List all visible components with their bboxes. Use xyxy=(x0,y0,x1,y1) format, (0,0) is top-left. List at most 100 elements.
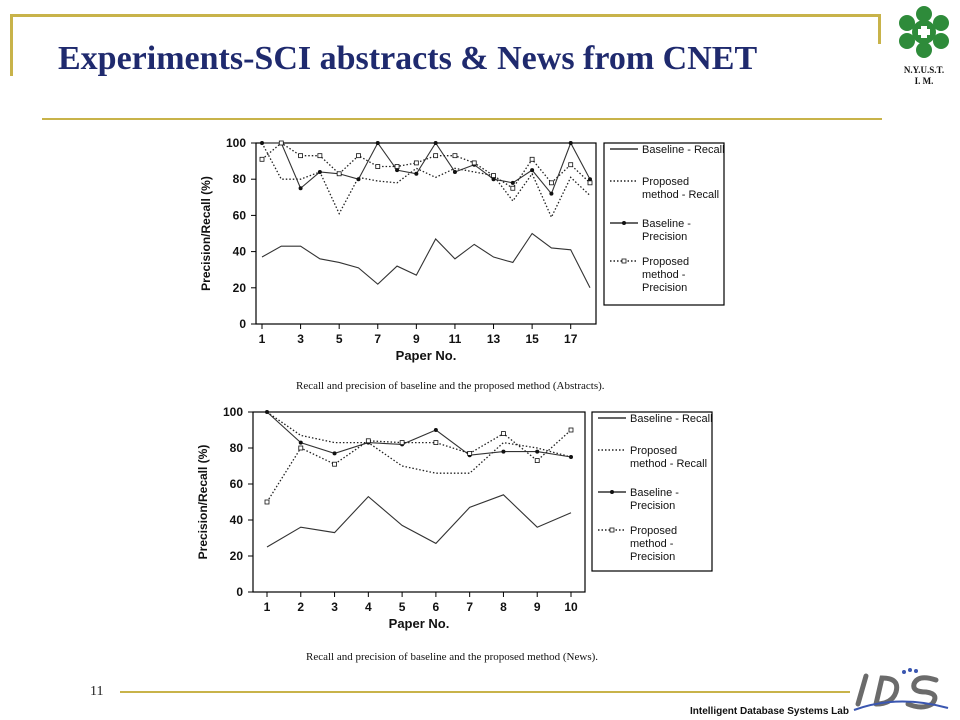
abstracts-series-4-point xyxy=(491,173,496,178)
abstracts-series-3-point xyxy=(260,141,264,145)
news-legend-entry-2: Proposed method - Recall xyxy=(630,445,707,470)
university-emblem-icon xyxy=(899,6,949,58)
page-number: 11 xyxy=(90,684,104,699)
news-y-tick-label: 60 xyxy=(230,477,244,491)
abstracts-legend-entry-2: Proposed method - Recall xyxy=(642,176,719,201)
abstracts-x-tick-label: 15 xyxy=(525,332,539,346)
abstracts-series-4-point xyxy=(356,153,361,159)
news-series-4-point xyxy=(433,440,439,446)
abstracts-plot-frame xyxy=(255,142,597,325)
news-x-axis-label: Paper No. xyxy=(389,616,450,631)
abstracts-series-4-point xyxy=(471,160,477,166)
news-x-tick-label: 10 xyxy=(564,600,578,614)
abstracts-x-tick-label: 17 xyxy=(564,332,578,346)
news-x-tick-label: 5 xyxy=(399,600,406,614)
news-legend-marker-4 xyxy=(609,527,615,533)
news-series-2-line xyxy=(266,411,572,474)
ids-lab-logo-icon xyxy=(853,668,949,711)
news-series-4-point xyxy=(332,461,337,467)
abstracts-series-3-point xyxy=(491,177,496,182)
news-series-3-point xyxy=(265,410,269,414)
abstracts-legend-entry-1: Baseline - Recall xyxy=(642,144,725,156)
news-x-tick-label: 9 xyxy=(534,600,541,614)
abstracts-y-tick-label: 80 xyxy=(233,172,247,186)
abstracts-series-4-point xyxy=(259,156,265,162)
news-series-3-point xyxy=(569,455,573,459)
abstracts-x-tick-label: 9 xyxy=(413,332,420,346)
news-series-3-point xyxy=(332,451,337,456)
news-legend-entry-1: Baseline - Recall xyxy=(630,413,713,425)
abstracts-x-tick-label: 1 xyxy=(259,332,266,346)
logo-text-line1: N.Y.U.S.T. xyxy=(903,65,945,75)
news-legend-entry-3: Baseline -Precision xyxy=(630,487,679,512)
news-x-tick-label: 4 xyxy=(365,600,372,614)
abstracts-x-tick-label: 5 xyxy=(336,332,343,346)
news-y-axis-label: Precision/Recall (%) xyxy=(196,445,210,560)
news-series-4-point xyxy=(365,438,371,444)
abstracts-series-3-point xyxy=(549,191,554,196)
abstracts-legend-marker-3 xyxy=(622,221,626,225)
news-series-3-point xyxy=(535,449,540,454)
abstracts-series-4-point xyxy=(278,140,284,146)
abstracts-y-tick-label: 60 xyxy=(233,208,247,222)
abstracts-series-2-line xyxy=(261,142,591,219)
news-plot-frame xyxy=(252,411,586,593)
logo-text-line2: I. M. xyxy=(914,76,934,86)
title-rule xyxy=(42,118,882,120)
abstracts-series-3-point xyxy=(568,141,573,145)
abstracts-series-1-line xyxy=(261,232,591,289)
abstracts-y-tick-label: 40 xyxy=(233,245,247,259)
abstracts-series-3-line xyxy=(262,141,591,195)
abstracts-series-4-point xyxy=(510,185,516,191)
news-legend-entry-4: Proposed method -Precision xyxy=(630,525,677,563)
news-series-4-point xyxy=(568,427,574,433)
news-y-tick-label: 20 xyxy=(230,549,244,563)
news-series-3-line xyxy=(266,411,572,458)
footer-rule xyxy=(120,691,850,693)
news-x-tick-label: 1 xyxy=(264,600,271,614)
news-series-4-point xyxy=(399,440,405,446)
abstracts-y-tick-label: 20 xyxy=(233,281,247,295)
abstracts-series-3-point xyxy=(317,169,322,174)
abstracts-series-4-line xyxy=(261,142,591,190)
abstracts-chart-caption: Recall and precision of baseline and the… xyxy=(296,380,605,392)
abstracts-series-3-point xyxy=(356,177,361,182)
news-chart-caption: Recall and precision of baseline and the… xyxy=(306,651,599,663)
footer-lab-name: Intelligent Database Systems Lab xyxy=(690,706,849,717)
abstracts-series-4-point xyxy=(413,160,419,166)
abstracts-series-3-point xyxy=(452,169,457,174)
abstracts-series-4-point xyxy=(549,180,554,186)
abstracts-x-tick-label: 7 xyxy=(374,332,381,346)
abstracts-legend-entry-3: Baseline -Precision xyxy=(642,218,691,243)
abstracts-legend-entry-4: Proposed method -Precision xyxy=(642,256,689,294)
abstracts-series-4-point xyxy=(529,156,535,162)
abstracts-series-3-point xyxy=(375,141,380,145)
news-series-3-point xyxy=(501,449,506,454)
abstracts-series-4-point xyxy=(394,164,400,169)
abstracts-series-4-point xyxy=(375,164,381,169)
abstracts-x-tick-label: 13 xyxy=(487,332,501,346)
abstracts-x-tick-label: 11 xyxy=(449,332,462,346)
news-series-4-point xyxy=(501,431,506,437)
news-x-tick-label: 2 xyxy=(297,600,304,614)
abstracts-series-4-point xyxy=(452,153,458,159)
news-x-tick-label: 8 xyxy=(500,600,507,614)
slide-title: Experiments-SCI abstracts & News from CN… xyxy=(58,40,758,77)
abstracts-series-3-point xyxy=(395,168,400,173)
abstracts-y-tick-label: 100 xyxy=(226,136,246,150)
abstracts-series-4-point xyxy=(336,171,342,177)
abstracts-series-3-point xyxy=(414,171,419,176)
abstracts-series-4-point xyxy=(298,153,303,159)
abstracts-y-tick-label: 0 xyxy=(239,317,246,331)
abstracts-legend-box xyxy=(603,142,725,306)
university-logo: N.Y.U.S.T. I. M. xyxy=(892,4,956,90)
news-series-3-point xyxy=(298,440,303,445)
abstracts-series-3-point xyxy=(510,180,515,185)
abstracts-series-4-point xyxy=(587,180,593,186)
slide-frame-left xyxy=(10,14,13,76)
news-x-tick-label: 3 xyxy=(331,600,338,614)
slide-frame-top xyxy=(10,14,880,17)
news-series-4-point xyxy=(264,499,270,505)
news-series-4-point xyxy=(467,450,473,456)
news-y-tick-label: 80 xyxy=(230,441,244,455)
